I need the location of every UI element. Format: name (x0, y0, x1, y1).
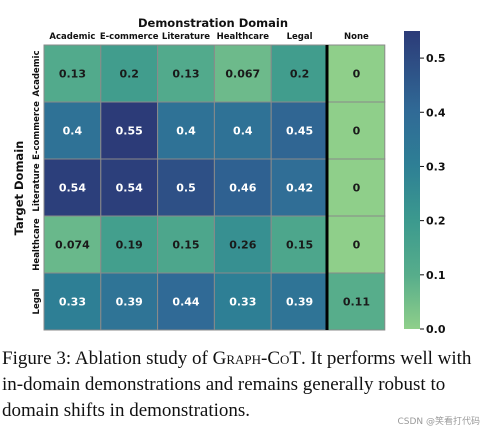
column-tick-label: E-commerce (100, 32, 159, 42)
watermark: CSDN @笑看打代码 (397, 417, 480, 427)
cell-value-label: 0 (353, 125, 361, 138)
cell-value-label: 0 (353, 182, 361, 195)
cell-value-label: 0.33 (229, 296, 256, 309)
cell-value-label: 0.54 (116, 182, 143, 195)
cell-value-label: 0.42 (286, 182, 313, 195)
colorbar (404, 31, 420, 329)
cell-value-label: 0.54 (59, 182, 86, 195)
heatmap-cell (327, 101, 386, 160)
cell-value-label: 0.45 (286, 125, 313, 138)
cell-value-label: 0.2 (119, 68, 139, 81)
cell-value-label: 0 (353, 239, 361, 252)
row-tick-label: Healthcare (32, 218, 42, 271)
cell-value-label: 0.2 (290, 68, 310, 81)
heatmap-cells: 0.13 0.2 0.13 0.067 0.2 0 0.4 0.55 0.4 0.4 0.45 0 0.… (43, 44, 386, 331)
cell-value-label: 0.5 (176, 182, 196, 195)
cell-value-label: 0.15 (286, 239, 313, 252)
cell-value-label: 0.19 (116, 239, 143, 252)
cell-value-label: 0.11 (343, 296, 370, 309)
heatmap-cell (213, 158, 272, 217)
heatmap-cell (43, 44, 102, 103)
heatmap-cell (157, 44, 215, 103)
colorbar-tick-label: 0.0 (426, 323, 446, 336)
cell-value-label: 0.4 (63, 125, 83, 138)
heatmap-cell (157, 272, 215, 331)
heatmap-cell (270, 272, 329, 331)
cell-value-label: 0.33 (59, 296, 86, 309)
cell-value-label: 0.13 (172, 68, 199, 81)
cell-value-label: 0.39 (286, 296, 313, 309)
cell-value-label: 0.26 (229, 239, 256, 252)
column-tick-label: Legal (287, 32, 313, 42)
caption-text-after: . It performs well with in-domain demons… (2, 348, 472, 421)
column-tick-labels: Academic E-commerce Literature Healthcare Le… (49, 32, 369, 42)
chart-title: Demonstration Domain (138, 16, 288, 30)
heatmap-cell (213, 215, 272, 274)
colorbar-tick-label: 0.1 (426, 269, 446, 282)
heatmap-cell (270, 158, 329, 217)
colorbar-tick-label: 0.5 (426, 52, 446, 65)
cell-value-label: 0.44 (172, 296, 199, 309)
cell-value-label: 0.4 (233, 125, 253, 138)
caption-text-before: Ablation study of (74, 348, 208, 369)
heatmap-cell (213, 272, 272, 331)
cell-value-label: 0.46 (229, 182, 256, 195)
row-tick-labels: Academic E-commerce Literature Healthcare Le… (32, 50, 42, 314)
heatmap-cell (43, 215, 102, 274)
heatmap-cell (100, 44, 159, 103)
y-axis-title: Target Domain (12, 141, 26, 236)
heatmap-cell (100, 215, 159, 274)
row-tick-label: E-commerce (32, 101, 42, 160)
heatmap-cell (100, 158, 159, 217)
column-tick-label: Healthcare (217, 32, 270, 42)
column-tick-label: None (344, 32, 369, 42)
heatmap-figure: Demonstration Domain Target Domain Acade… (12, 16, 446, 336)
caption-method: Graph-CoT (212, 348, 301, 369)
heatmap-cell (100, 101, 159, 160)
column-tick-label: Literature (162, 32, 210, 42)
cell-value-label: 0 (353, 68, 361, 81)
colorbar-tick-label: 0.2 (426, 215, 446, 228)
colorbar-ticks: 0.0 0.1 0.2 0.3 0.4 0.5 (420, 52, 446, 336)
heatmap-cell (327, 272, 386, 331)
column-tick-label: Academic (49, 32, 95, 42)
row-tick-label: Legal (32, 288, 42, 314)
cell-value-label: 0.074 (55, 239, 90, 252)
figure-caption: Figure 3: Ablation study of Graph-CoT. I… (2, 346, 484, 424)
cell-value-label: 0.55 (116, 125, 143, 138)
cell-value-label: 0.15 (172, 239, 199, 252)
cell-value-label: 0.4 (176, 125, 196, 138)
heatmap-cell (157, 215, 215, 274)
row-tick-label: Literature (32, 163, 42, 211)
colorbar-tick-label: 0.3 (426, 160, 446, 173)
caption-label: Figure 3: (2, 348, 72, 369)
row-tick-label: Academic (32, 50, 42, 96)
cell-value-label: 0.067 (225, 68, 260, 81)
heatmap-cell (213, 101, 272, 160)
heatmap-cell (270, 215, 329, 274)
colorbar-tick-label: 0.4 (426, 106, 446, 119)
cell-value-label: 0.39 (116, 296, 143, 309)
heatmap-cell (43, 272, 102, 331)
cell-value-label: 0.13 (59, 68, 86, 81)
